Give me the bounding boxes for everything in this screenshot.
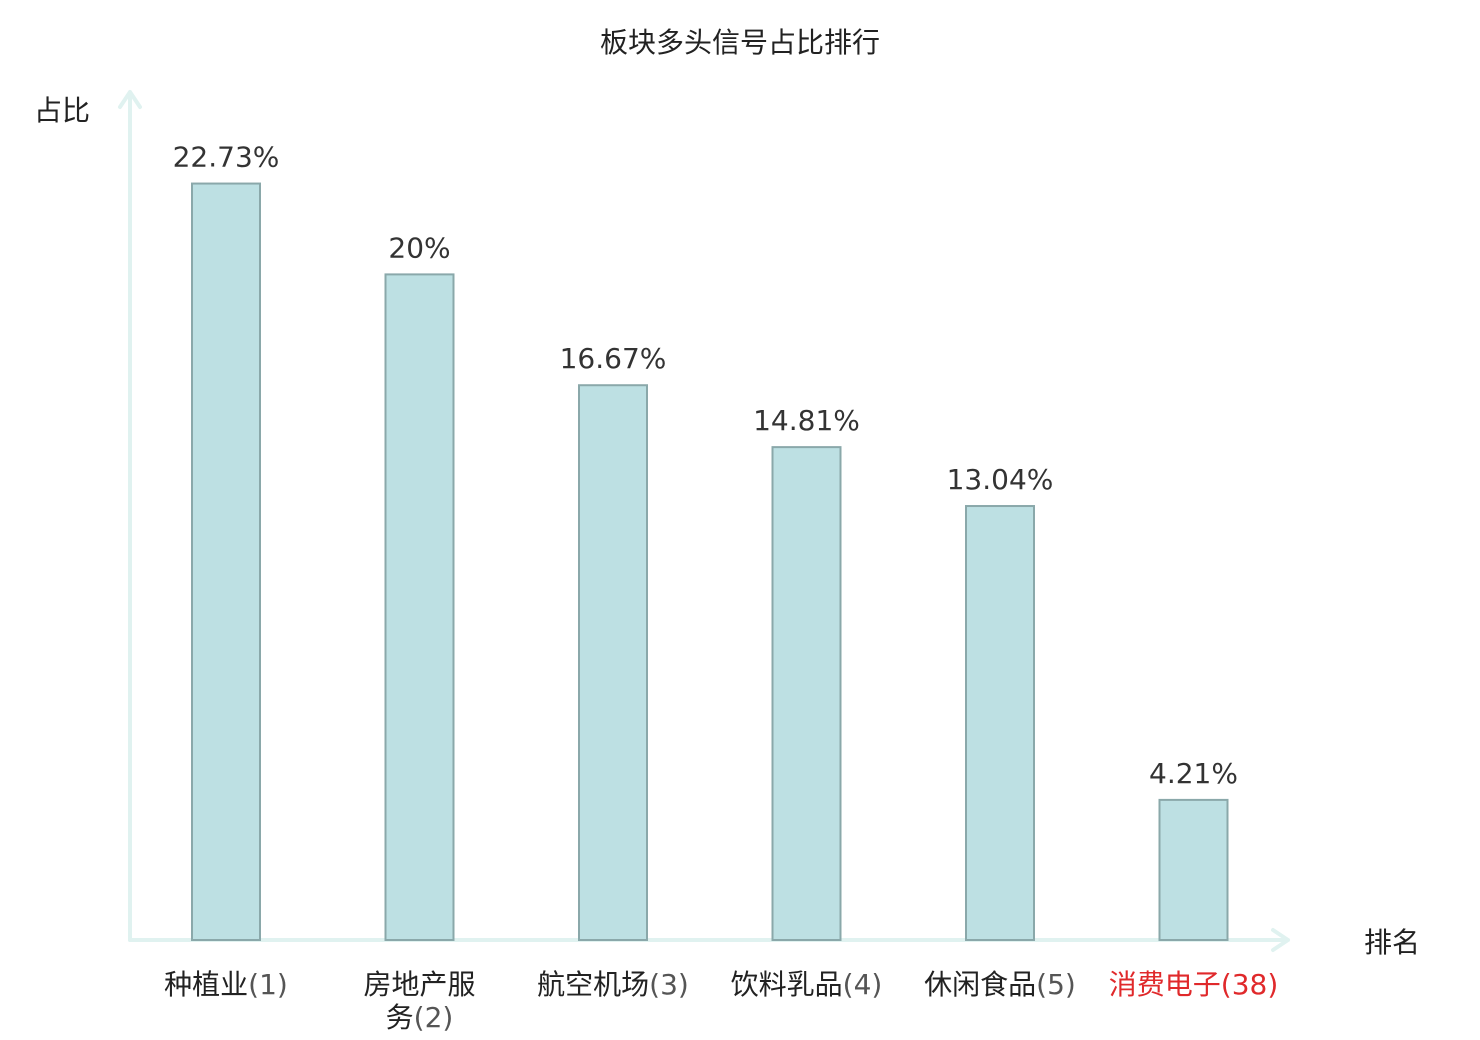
x-tick-label-2: 房地产服务(2) <box>363 968 475 1034</box>
x-tick-label-line: 房地产服 <box>363 968 475 1001</box>
value-label-4: 14.81% <box>753 404 860 437</box>
x-tick-label-line: 航空机场(3) <box>537 968 689 1001</box>
value-label-3: 16.67% <box>560 342 667 375</box>
x-tick-labels-group: 种植业(1) 房地产服务(2) 航空机场(3) 饮料乳品(4) 休闲食品(5) 消费电子(… <box>164 968 1278 1034</box>
x-tick-label-line: 务(2) <box>386 1001 454 1034</box>
y-axis-title: 占比 <box>34 94 90 127</box>
x-tick-label-line: 饮料乳品(4) <box>731 968 883 1001</box>
x-tick-label-1: 种植业(1) <box>164 968 288 1001</box>
value-label-2: 20% <box>388 231 450 264</box>
x-tick-rank: (4) <box>843 968 883 1001</box>
x-tick-label-line: 种植业(1) <box>164 968 288 1001</box>
x-tick-label-4: 饮料乳品(4) <box>731 968 883 1001</box>
x-tick-rank: (2) <box>414 1001 454 1034</box>
x-axis-title: 排名 <box>1364 926 1420 959</box>
value-label-5: 13.04% <box>947 463 1054 496</box>
bar-5 <box>965 505 1035 941</box>
x-tick-rank: (3) <box>649 968 689 1001</box>
chart-title: 板块多头信号占比排行 <box>600 26 880 59</box>
x-tick-rank: (5) <box>1036 968 1076 1001</box>
bar-2 <box>384 273 455 941</box>
bar-1 <box>191 182 261 941</box>
x-tick-label-line: 休闲食品(5) <box>924 968 1076 1001</box>
bars-group <box>191 182 1229 941</box>
value-label-6: 4.21% <box>1149 757 1238 790</box>
bar-6 <box>1158 798 1229 941</box>
x-tick-rank: (1) <box>248 968 288 1001</box>
value-labels-group: 22.73% 20% 16.67% 14.81% 13.04% 4.21% <box>173 141 1238 790</box>
x-tick-rank: (38) <box>1221 968 1278 1001</box>
x-tick-label-5: 休闲食品(5) <box>924 968 1076 1001</box>
x-tick-label-6: 消费电子(38) <box>1109 968 1279 1001</box>
x-axis <box>128 928 1290 952</box>
bar-4 <box>771 446 842 941</box>
x-tick-label-3: 航空机场(3) <box>537 968 689 1001</box>
bar-3 <box>578 384 648 941</box>
x-tick-label-line: 消费电子(38) <box>1109 968 1279 1001</box>
value-label-1: 22.73% <box>173 141 280 174</box>
y-axis <box>118 90 142 942</box>
